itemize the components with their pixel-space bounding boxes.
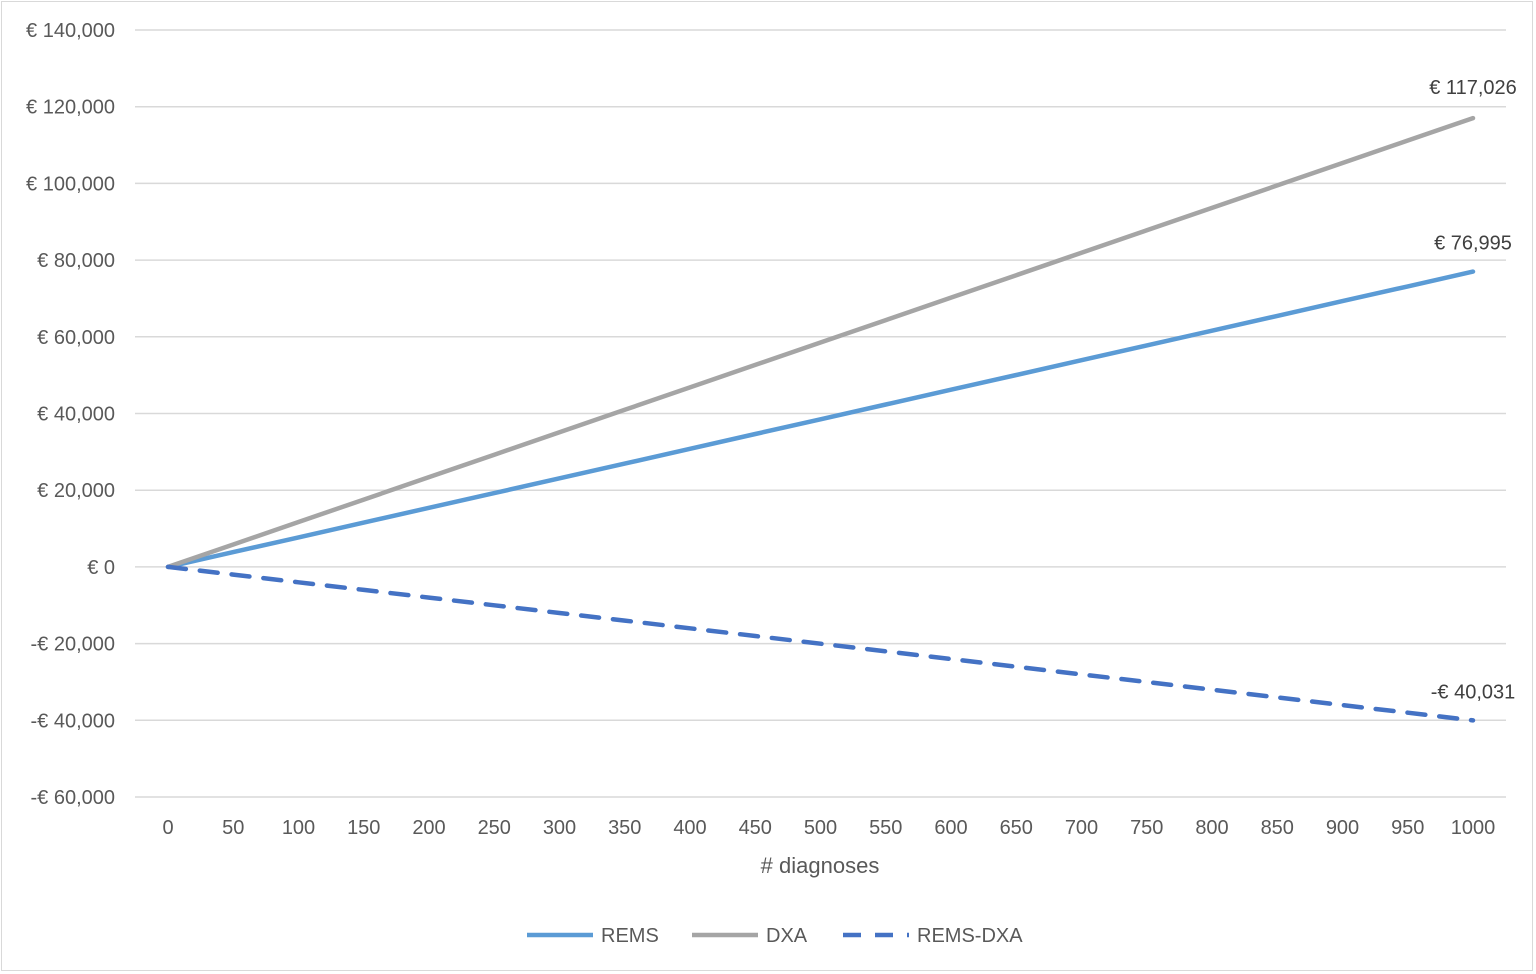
x-tick-label: 150: [347, 817, 380, 839]
x-tick-label: 100: [282, 817, 315, 839]
x-tick-label: 900: [1326, 817, 1359, 839]
legend: REMS DXA REMS-DXA: [527, 925, 1023, 947]
x-tick-label: 200: [412, 817, 445, 839]
legend-label-dxa: DXA: [766, 925, 808, 947]
y-tick-label: -€ 60,000: [30, 787, 115, 809]
series-line-dxa: [165, 115, 1476, 570]
y-tick-label: € 0: [87, 557, 115, 579]
data-labels: € 76,995 € 117,026 -€ 40,031: [1429, 77, 1517, 703]
legend-label-rems-dxa: REMS-DXA: [917, 925, 1023, 947]
data-label-rems: € 76,995: [1434, 233, 1512, 255]
y-tick-label: € 100,000: [26, 173, 115, 195]
y-tick-label: € 60,000: [37, 327, 115, 349]
x-tick-label: 750: [1130, 817, 1163, 839]
y-tick-label: € 120,000: [26, 97, 115, 119]
x-axis-title: # diagnoses: [761, 853, 880, 878]
series-line-rems: [165, 269, 1476, 570]
y-tick-label: € 20,000: [37, 480, 115, 502]
x-tick-label: 450: [739, 817, 772, 839]
x-tick-label: 500: [804, 817, 837, 839]
x-tick-label: 250: [478, 817, 511, 839]
data-label-rems-dxa: -€ 40,031: [1431, 681, 1516, 703]
x-tick-label: 300: [543, 817, 576, 839]
series-lines: [165, 115, 1476, 723]
y-axis-ticks: € 140,000 € 120,000 € 100,000 € 80,000 € 60,…: [26, 20, 115, 809]
y-tick-label: € 40,000: [37, 404, 115, 426]
gridlines: [135, 29, 1506, 798]
y-tick-label: -€ 40,000: [30, 710, 115, 732]
x-axis-ticks: 0 50 100 150 200 250 300 350 400 450 500 550 600 650 7…: [162, 817, 1495, 839]
series-line-rems-dxa: [165, 564, 1476, 723]
x-tick-label: 650: [1000, 817, 1033, 839]
data-label-dxa: € 117,026: [1429, 77, 1517, 99]
x-tick-label: 350: [608, 817, 641, 839]
x-tick-label: 700: [1065, 817, 1098, 839]
legend-label-rems: REMS: [601, 925, 659, 947]
x-tick-label: 800: [1195, 817, 1228, 839]
x-tick-label: 600: [934, 817, 967, 839]
x-tick-label: 0: [162, 817, 173, 839]
x-tick-label: 850: [1261, 817, 1294, 839]
y-tick-label: € 140,000: [26, 20, 115, 42]
y-tick-label: -€ 20,000: [30, 634, 115, 656]
y-tick-label: € 80,000: [37, 250, 115, 272]
x-tick-label: 400: [673, 817, 706, 839]
x-tick-label: 50: [222, 817, 244, 839]
x-tick-label: 1000: [1451, 817, 1496, 839]
x-tick-label: 550: [869, 817, 902, 839]
x-tick-label: 950: [1391, 817, 1424, 839]
